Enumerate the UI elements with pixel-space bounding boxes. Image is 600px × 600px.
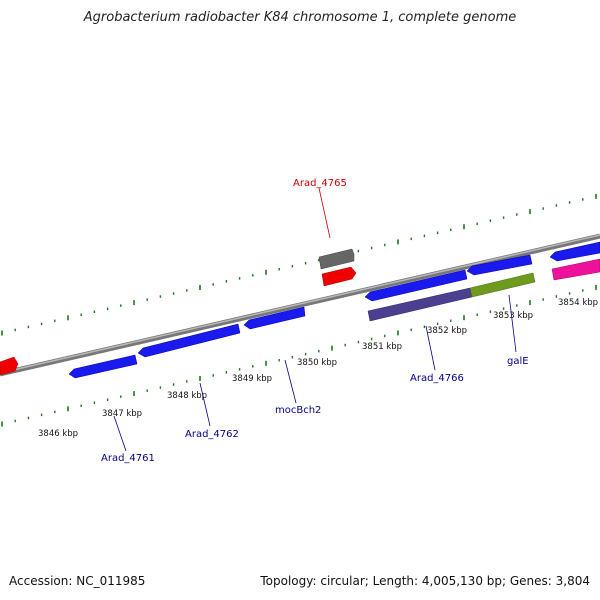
gene-label-mocbch2[interactable]: mocBch2 xyxy=(275,405,321,416)
gene-pink[interactable] xyxy=(551,258,600,281)
gene-mocbch2[interactable] xyxy=(243,306,306,330)
gene-blue-b[interactable] xyxy=(466,254,533,276)
genome-backbone xyxy=(0,233,600,377)
gene-leader-lines xyxy=(113,187,517,452)
gene-arad-4761[interactable] xyxy=(68,354,138,379)
gene-gale[interactable] xyxy=(469,272,536,298)
kbp-label: 3846 kbp xyxy=(38,429,78,439)
kbp-label: 3852 kbp xyxy=(427,326,467,336)
leader-gale xyxy=(508,294,517,353)
gene-labels: Arad_4765 Arad_4761 Arad_4762 mocBch2 Ar… xyxy=(101,178,529,464)
gene-red-left[interactable] xyxy=(0,356,19,376)
gene-label-arad-4766[interactable]: Arad_4766 xyxy=(410,373,464,384)
kbp-label: 3854 kbp xyxy=(558,298,598,308)
upper-tick-track xyxy=(1,193,597,336)
accession-text: Accession: NC_011985 xyxy=(9,574,146,588)
forward-strand-genes xyxy=(0,248,357,376)
kbp-label: 3848 kbp xyxy=(167,391,207,401)
gene-label-arad-4762[interactable]: Arad_4762 xyxy=(185,429,239,440)
leader-arad-4762 xyxy=(199,382,211,427)
leader-arad-4766 xyxy=(425,325,436,371)
kbp-label: 3849 kbp xyxy=(232,374,272,384)
kbp-label: 3851 kbp xyxy=(362,342,402,352)
leader-arad-4761 xyxy=(113,415,127,452)
leader-arad-4765 xyxy=(318,187,331,239)
map-title: Agrobacterium radiobacter K84 chromosome… xyxy=(83,10,517,25)
gene-arad-4762[interactable] xyxy=(137,323,241,358)
reverse-strand-genes xyxy=(68,241,600,379)
genome-backbone-highlight xyxy=(0,234,600,374)
lower-tick-track xyxy=(1,284,597,427)
kbp-label: 3847 kbp xyxy=(102,409,142,419)
gene-blue-c[interactable] xyxy=(549,241,600,262)
genome-summary-text: Topology: circular; Length: 4,005,130 bp… xyxy=(260,574,590,588)
gene-blue-a[interactable] xyxy=(364,269,468,302)
gene-arad-4765[interactable] xyxy=(321,266,357,287)
gene-label-gale[interactable]: galE xyxy=(507,356,529,367)
gene-label-arad-4761[interactable]: Arad_4761 xyxy=(101,453,155,464)
kbp-label: 3850 kbp xyxy=(297,358,337,368)
kbp-label: 3853 kbp xyxy=(493,311,533,321)
gene-label-arad-4765[interactable]: Arad_4765 xyxy=(293,178,347,189)
leader-mocbch2 xyxy=(284,359,297,404)
gene-gray[interactable] xyxy=(318,248,355,270)
kbp-labels: 3846 kbp 3847 kbp 3848 kbp 3849 kbp 3850… xyxy=(38,298,598,439)
